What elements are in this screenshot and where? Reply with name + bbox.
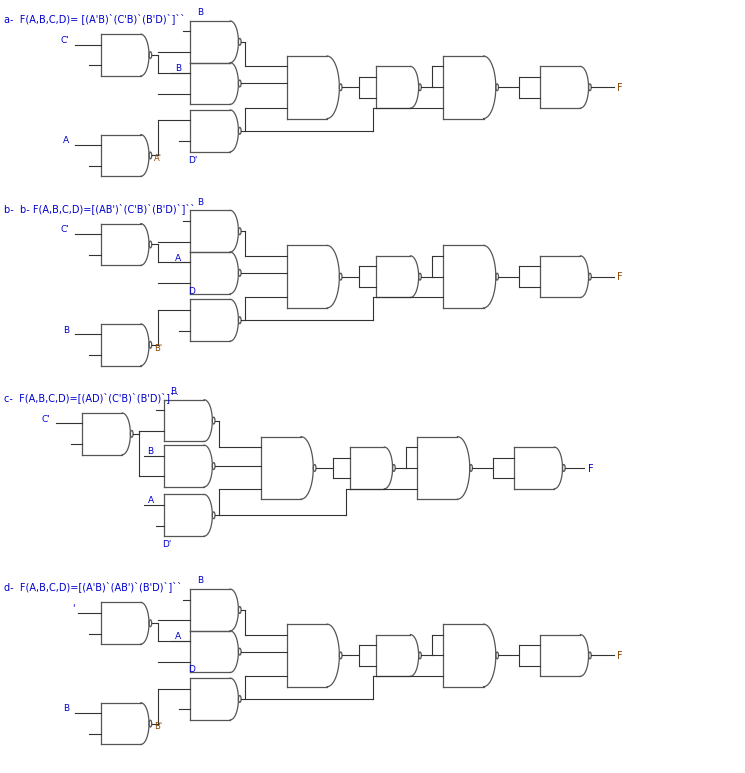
Text: d-  F(A,B,C,D)=[(A'B)`(AB')`(B'D)`]``: d- F(A,B,C,D)=[(A'B)`(AB')`(B'D)`]``	[4, 581, 182, 592]
Text: b-  b- F(A,B,C,D)=[(AB')`(C'B)`(B'D)`]``: b- b- F(A,B,C,D)=[(AB')`(C'B)`(B'D)`]``	[4, 203, 195, 213]
Text: A': A'	[154, 154, 162, 163]
Text: A: A	[175, 254, 181, 263]
Text: B': B'	[154, 343, 162, 352]
Text: A: A	[63, 136, 69, 145]
Text: D': D'	[188, 156, 198, 165]
Text: D': D'	[162, 540, 172, 550]
Text: B: B	[63, 325, 69, 335]
Text: C': C'	[42, 414, 51, 424]
Text: B: B	[170, 387, 176, 396]
Text: B: B	[148, 447, 153, 456]
Text: A: A	[175, 632, 181, 642]
Text: D: D	[188, 666, 195, 675]
Text: F: F	[618, 83, 623, 93]
Text: D: D	[188, 287, 195, 296]
Text: C': C'	[60, 225, 69, 234]
Text: F: F	[618, 272, 623, 282]
Text: c-  F(A,B,C,D)=[(AD)`(C'B)`(B'D)`]``: c- F(A,B,C,D)=[(AD)`(C'B)`(B'D)`]``	[4, 392, 180, 403]
Text: C': C'	[60, 36, 69, 45]
Text: a-  F(A,B,C,D)= [(A'B)`(C'B)`(B'D)`]``: a- F(A,B,C,D)= [(A'B)`(C'B)`(B'D)`]``	[4, 13, 185, 24]
Text: B: B	[197, 577, 203, 585]
Text: A: A	[148, 496, 153, 505]
Text: B': B'	[154, 722, 162, 731]
Text: B: B	[197, 9, 203, 17]
Text: ': '	[72, 603, 74, 613]
Text: B: B	[63, 704, 69, 713]
Text: B: B	[175, 64, 181, 73]
Text: F: F	[588, 464, 593, 474]
Text: B: B	[197, 198, 203, 206]
Text: F: F	[618, 651, 623, 661]
